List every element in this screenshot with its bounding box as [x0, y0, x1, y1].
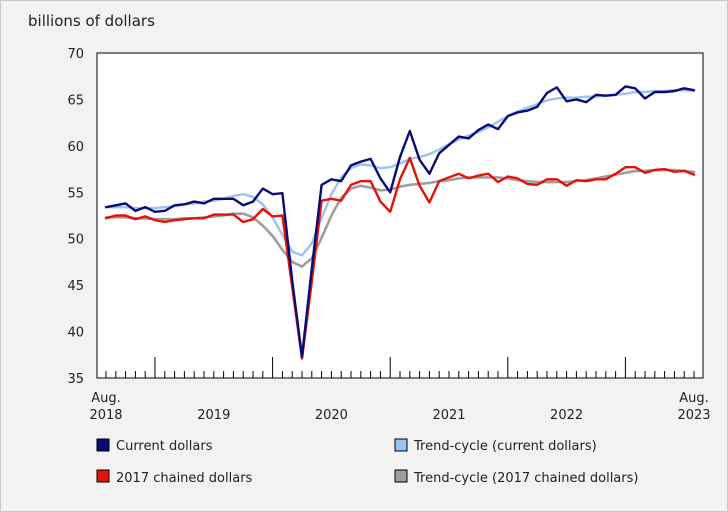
x-tick-label: Aug. — [91, 391, 121, 406]
x-tick-label: 2020 — [315, 408, 348, 423]
legend-label[interactable]: Current dollars — [116, 439, 213, 454]
legend-label[interactable]: 2017 chained dollars — [116, 471, 253, 486]
x-tick-label: Aug. — [679, 391, 709, 406]
y-tick-label: 60 — [67, 140, 84, 155]
legend-swatch[interactable] — [96, 469, 110, 483]
x-axis: Aug. 2018 2019 2020 2021 2022 Aug. 2023 — [89, 357, 711, 423]
y-tick-label: 40 — [67, 326, 84, 341]
legend-label[interactable]: Trend-cycle (current dollars) — [413, 439, 597, 454]
legend-swatch[interactable] — [96, 438, 110, 452]
x-tick-label: 2022 — [550, 408, 583, 423]
y-tick-label: 45 — [67, 279, 84, 294]
x-tick-label: 2019 — [197, 408, 230, 423]
legend-swatch[interactable] — [394, 438, 408, 452]
series-lines — [104, 85, 696, 360]
series-line-0 — [104, 85, 696, 358]
x-tick-label: 2023 — [677, 408, 710, 423]
y-tick-label: 65 — [67, 93, 84, 108]
series-line-1 — [104, 88, 696, 257]
unit-label: billions of dollars — [28, 12, 155, 30]
plot-area — [96, 52, 704, 379]
y-tick-label: 70 — [67, 47, 84, 62]
legend-label[interactable]: Trend-cycle (2017 chained dollars) — [413, 471, 638, 486]
y-axis: 35 40 45 50 55 60 65 70 — [67, 47, 84, 387]
x-tick-label: 2018 — [89, 408, 122, 423]
legend[interactable]: Current dollars Trend-cycle (current doll… — [96, 438, 638, 486]
y-tick-label: 55 — [67, 186, 84, 201]
series-line-2 — [104, 156, 696, 360]
legend-swatch[interactable] — [394, 469, 408, 483]
y-tick-label: 35 — [67, 372, 84, 387]
y-tick-label: 50 — [67, 233, 84, 248]
x-tick-label: 2021 — [432, 408, 465, 423]
